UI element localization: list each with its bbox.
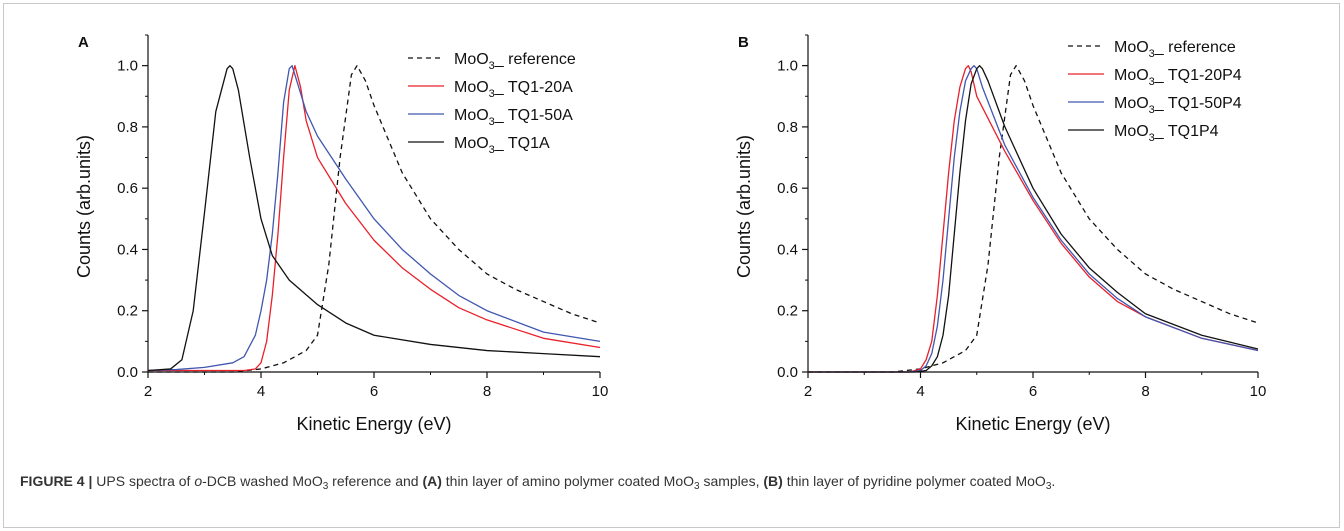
series-line-1 [148,64,601,373]
caption-subscript: 3 [1045,481,1052,492]
y-tick-label: 0.6 [777,180,798,197]
caption-subscript: 3 [322,481,329,492]
legend-label-2: MoO3_ TQ1-20P4 [1114,67,1242,88]
caption-figure-number: FIGURE 4 | [20,473,93,489]
x-tick-label: 6 [370,383,378,400]
caption-italic-o: o [194,473,203,489]
y-tick-label: 0.0 [777,364,798,381]
y-tick-label: 0.4 [777,241,798,258]
y-tick-label: 0.4 [117,241,138,258]
series-line-4 [808,64,1259,373]
legend-label-3: MoO3_ TQ1-50A [454,107,573,128]
legend: MoO3_ reference MoO3_ TQ1-20P4 MoO3_ TQ1-5… [1068,39,1242,144]
figure-frame [3,3,1340,528]
series-line-3 [147,64,601,372]
series-line-3 [808,64,1259,373]
caption-panel-b-ref: (B) [763,473,783,489]
legend-label-4: MoO3_ TQ1A [454,135,550,156]
caption-text: samples, [699,473,764,489]
y-tick-label: 0.8 [117,119,138,136]
legend: MoO3_ reference MoO3_ TQ1-20A MoO3_ TQ1-50… [408,51,576,156]
figure-svg: A 0.0 0.2 0.4 0.6 0.8 1.0 2 4 6 8 10 Kinetic Energy … [74,34,1266,434]
legend-label-1: MoO3_ reference [1114,39,1236,60]
x-tick-label: 2 [804,383,812,400]
caption-panel-a-ref: (A) [422,473,442,489]
x-tick-label: 2 [144,383,152,400]
y-tick-label: 1.0 [777,58,798,75]
figure-caption: FIGURE 4 | UPS spectra of o-DCB washed M… [20,472,1310,492]
panel-label: B [738,34,749,51]
series-line-2 [148,64,601,372]
y-tick-label: 0.6 [117,180,138,197]
y-tick-label: 0.2 [117,303,138,320]
x-tick-label: 4 [257,383,265,400]
panel-a: A 0.0 0.2 0.4 0.6 0.8 1.0 2 4 6 8 10 Kinetic Energy … [74,34,608,434]
panel-b: B 0.0 0.2 0.4 0.6 0.8 1.0 2 4 6 8 10 Kinetic Energy … [734,34,1266,434]
y-axis-title: Counts (arb.units) [74,135,94,278]
caption-text: reference and [328,473,423,489]
legend-label-3: MoO3_ TQ1-50P4 [1114,95,1242,116]
caption-text: thin layer of amino polymer coated MoO [441,473,694,489]
x-tick-label: 6 [1029,383,1037,400]
caption-text: UPS spectra of [92,473,195,489]
y-tick-label: 0.8 [777,119,798,136]
x-tick-label: 8 [483,383,491,400]
x-tick-label: 10 [592,383,609,400]
y-tick-label: 1.0 [117,58,138,75]
x-axis-title: Kinetic Energy (eV) [955,414,1110,434]
caption-text: . [1051,473,1056,489]
legend-label-1: MoO3_ reference [454,51,576,72]
x-tick-label: 8 [1141,383,1149,400]
x-axis-title: Kinetic Energy (eV) [296,414,451,434]
y-tick-label: 0.2 [777,303,798,320]
panel-label: A [78,34,89,51]
caption-text: thin layer of pyridine polymer coated Mo… [782,473,1046,489]
caption-text: -DCB washed MoO [202,473,323,489]
legend-label-2: MoO3_ TQ1-20A [454,79,573,100]
series-line-2 [808,64,1259,373]
x-tick-label: 10 [1250,383,1267,400]
legend-label-4: MoO3_ TQ1P4 [1114,123,1219,144]
x-tick-label: 4 [916,383,924,400]
y-tick-label: 0.0 [117,364,138,381]
series-line-4 [147,64,601,372]
series-line-1 [808,64,1259,373]
caption-subscript: 3 [694,481,700,492]
y-axis-title: Counts (arb.units) [734,135,754,278]
